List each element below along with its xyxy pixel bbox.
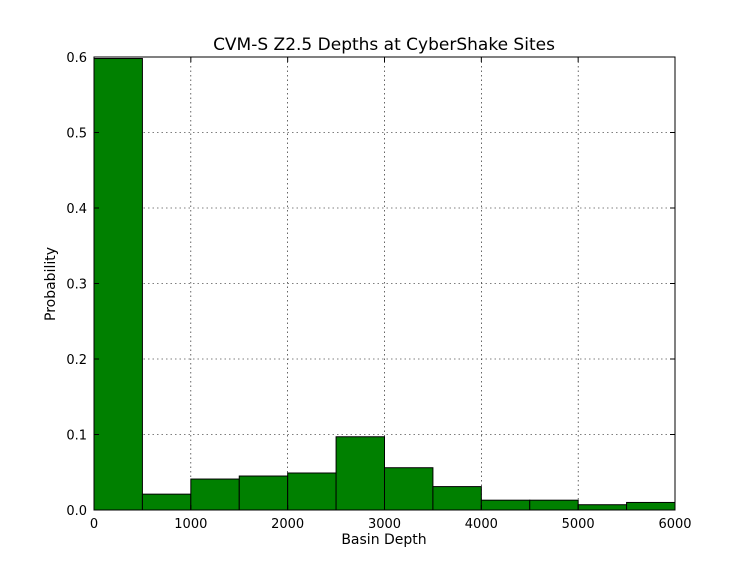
histogram-bar — [93, 58, 143, 511]
histogram-bar — [626, 501, 676, 511]
chart-title: CVM-S Z2.5 Depths at CyberShake Sites — [213, 35, 555, 55]
x-tick-label: 5000 — [562, 517, 595, 532]
y-tick-label: 0.1 — [66, 429, 87, 444]
x-tick-label: 2000 — [271, 517, 304, 532]
bars — [93, 58, 676, 511]
histogram-bar — [287, 472, 337, 511]
histogram-bar — [141, 493, 192, 511]
y-tick-label: 0.6 — [66, 51, 87, 66]
histogram-bar — [384, 467, 434, 511]
x-axis-label: Basin Depth — [341, 532, 426, 548]
y-tick-label: 0.0 — [66, 504, 87, 519]
x-tick-label: 1000 — [174, 517, 207, 532]
y-tick-label: 0.3 — [66, 278, 87, 293]
histogram-bar — [432, 486, 482, 511]
histogram-bar — [190, 478, 240, 511]
histogram-bar — [480, 499, 531, 511]
histogram-bar — [238, 475, 289, 511]
histogram-bar — [335, 436, 386, 511]
histogram-bar — [577, 504, 628, 511]
y-axis-label: Probability — [43, 247, 59, 321]
x-tick-label: 0 — [90, 517, 98, 532]
y-tick-label: 0.2 — [66, 353, 87, 368]
x-tick-label: 6000 — [658, 517, 691, 532]
y-tick-label: 0.5 — [66, 127, 87, 142]
grid — [94, 57, 675, 510]
x-tick-label: 3000 — [368, 517, 401, 532]
histogram-bar — [529, 499, 579, 511]
y-tick-label: 0.4 — [66, 202, 87, 217]
x-tick-label: 4000 — [465, 517, 498, 532]
ticks: 0 1000 2000 3000 4000 5000 6000 0.0 0.1 0.2 0.3 0.4… — [66, 51, 691, 532]
